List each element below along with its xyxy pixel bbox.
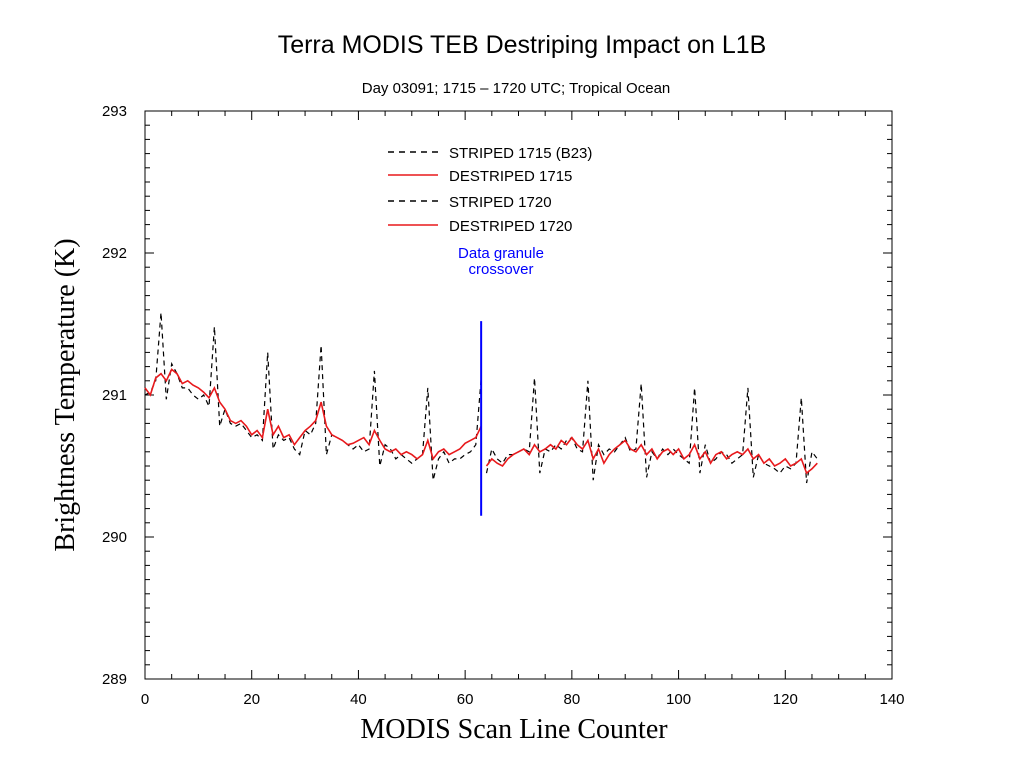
- x-tick-label: 120: [773, 691, 798, 708]
- x-axis-label: MODIS Scan Line Counter: [360, 714, 668, 745]
- y-tick-labels: 289 290 291 292 293: [102, 103, 127, 688]
- y-tick-label: 292: [102, 245, 127, 262]
- series-line-destriped-1715: [144, 368, 482, 461]
- legend: STRIPED 1715 (B23) DESTRIPED 1715 STRIPE…: [388, 145, 592, 235]
- x-tick-label: 80: [564, 691, 581, 708]
- y-tick-label: 293: [102, 103, 127, 120]
- legend-label-destriped-1715: DESTRIPED 1715: [449, 168, 572, 185]
- axis-ticks: [144, 110, 893, 680]
- legend-label-destriped-1720: DESTRIPED 1720: [449, 218, 572, 235]
- legend-label-striped-1720: STRIPED 1720: [449, 194, 552, 211]
- chart-subtitle: Day 03091; 1715 – 1720 UTC; Tropical Oce…: [362, 80, 671, 97]
- chart-title: Terra MODIS TEB Destriping Impact on L1B: [278, 31, 767, 59]
- annotation-line-1: Data granule: [458, 245, 544, 262]
- x-tick-label: 0: [141, 691, 149, 708]
- series-line-striped-1715-b23: [144, 312, 482, 481]
- series-layer: [144, 312, 818, 484]
- x-tick-label: 100: [666, 691, 691, 708]
- x-tick-labels: 0 20 40 60 80 100 120 140: [141, 691, 905, 708]
- y-tick-label: 289: [102, 671, 127, 688]
- y-axis-label: Brightness Temperature (K): [50, 238, 81, 551]
- x-tick-label: 140: [879, 691, 904, 708]
- series-line-destriped-1720: [485, 436, 818, 475]
- legend-label-striped-1715: STRIPED 1715 (B23): [449, 145, 592, 162]
- annotation-line-2: crossover: [468, 261, 533, 278]
- series-line-striped-1720: [485, 377, 818, 484]
- x-tick-label: 20: [243, 691, 260, 708]
- x-tick-label: 40: [350, 691, 367, 708]
- y-tick-label: 290: [102, 529, 127, 546]
- y-tick-label: 291: [102, 387, 127, 404]
- x-tick-label: 60: [457, 691, 474, 708]
